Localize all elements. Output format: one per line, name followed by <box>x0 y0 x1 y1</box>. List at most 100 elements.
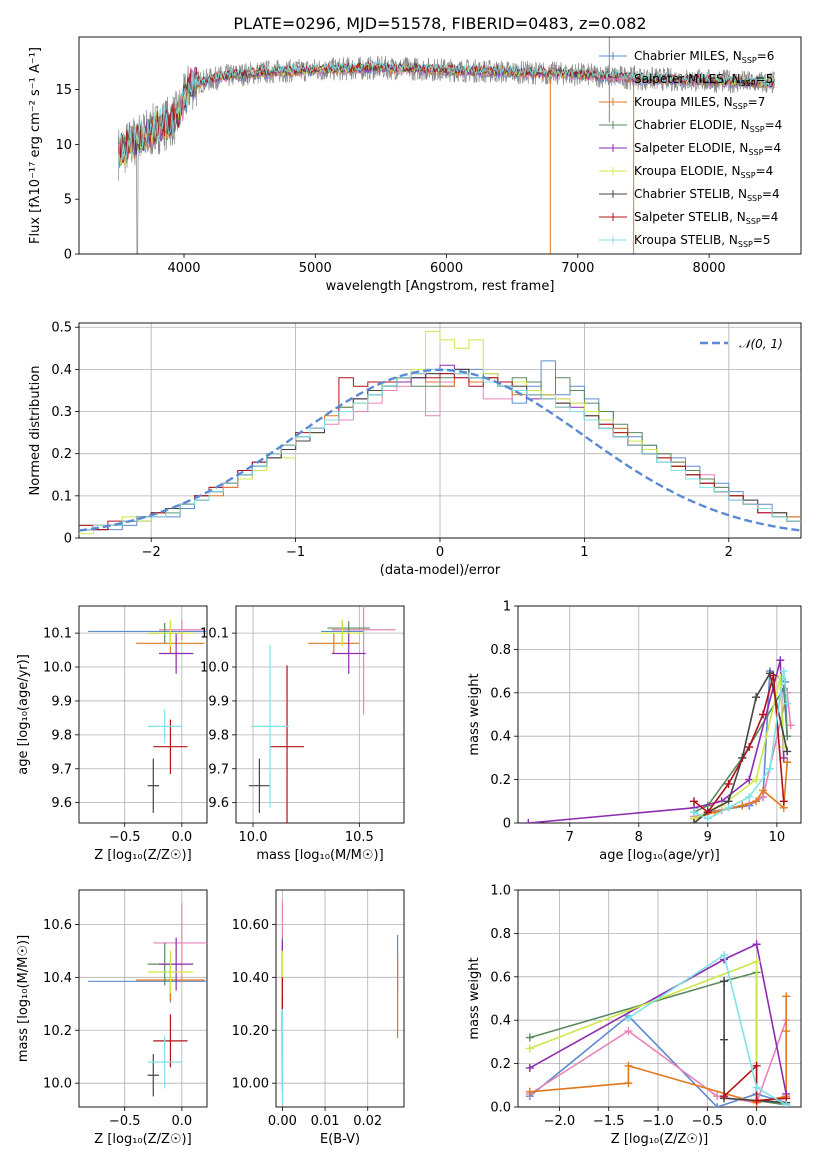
x-axis-label: E(B-V) <box>320 1132 360 1147</box>
x-tick-label: 5000 <box>299 261 332 276</box>
y-tick-label: 0.2 <box>490 1057 511 1072</box>
y-tick-label: 10.2 <box>43 1024 72 1039</box>
y-tick-label: 9.9 <box>208 694 229 709</box>
legend-sub: SSP <box>741 171 756 180</box>
y-axis-label: Normed distribution <box>28 366 43 496</box>
y-tick-label: 9.7 <box>51 762 72 777</box>
weight-marker <box>720 1092 729 1101</box>
weight-marker <box>745 743 754 752</box>
y-tick-label: 0.4 <box>51 363 72 378</box>
y-tick-label: 9.7 <box>208 762 229 777</box>
legend-suffix: =4 <box>765 118 783 132</box>
legend-suffix: =4 <box>756 164 774 178</box>
mass-weight-vs-age-panel: 7 8 9 10 0 0.2 0.4 0.6 0.8 1 age [log₁₀(age/yr)] ma… <box>467 600 802 863</box>
axes-frame <box>78 889 208 1108</box>
weight-marker <box>525 1087 534 1096</box>
weight-marker <box>779 667 788 676</box>
age-vs-mass-panel: 10.0 10.5 9.6 9.7 9.8 9.9 10.0 10.1 mass [log₁₀(… <box>200 605 405 863</box>
legend-name: Chabrier MILES, N <box>634 49 742 63</box>
weight-marker <box>720 1035 729 1044</box>
weight-line-chabrier-miles <box>529 1014 787 1107</box>
y-tick-label: 9.6 <box>51 796 72 811</box>
x-tick-label: 2 <box>725 545 733 560</box>
legend-label: 𝒩(0, 1) <box>739 337 783 351</box>
weight-marker <box>524 819 533 823</box>
legend-label: Salpeter MILES, NSSP=5 <box>634 72 773 88</box>
legend-suffix: =6 <box>757 49 775 63</box>
normal-distribution-curve <box>78 368 802 532</box>
x-tick-label: −2 <box>142 545 161 560</box>
weight-marker <box>782 992 791 1001</box>
weight-marker <box>624 1061 633 1070</box>
residuals-panel: −2 −1 0 1 2 0 0.1 0.2 0.3 0.4 0.5 (data-model)/erro… <box>28 321 802 578</box>
y-tick-label: 9.8 <box>51 728 72 743</box>
y-tick-label: 0.6 <box>490 970 511 985</box>
legend-label: Salpeter ELODIE, NSSP=4 <box>634 141 781 157</box>
weight-marker <box>745 792 754 801</box>
y-tick-label: 10.00 <box>232 1077 269 1092</box>
x-axis-label: (data-model)/error <box>380 563 501 578</box>
y-tick-label: 15 <box>55 83 72 98</box>
weight-marker <box>752 1096 761 1105</box>
legend-sub: SSP <box>747 194 762 203</box>
weight-marker <box>752 957 761 966</box>
weight-marker <box>783 699 792 708</box>
weight-marker <box>724 803 733 812</box>
x-tick-label: 4000 <box>167 261 200 276</box>
y-tick-label: 9.9 <box>51 694 72 709</box>
chart-title: PLATE=0296, MJD=51578, FIBERID=0483, z=0… <box>233 14 646 33</box>
y-tick-label: 0 <box>64 248 72 263</box>
x-tick-label: 10 <box>769 830 786 845</box>
x-tick-label: −0.5 <box>109 1114 141 1129</box>
weight-marker <box>779 753 788 762</box>
weight-line-salpeter-stelib <box>723 1063 787 1102</box>
weight-marker <box>782 1027 791 1036</box>
x-tick-label: −2.0 <box>544 1114 576 1129</box>
x-axis-label: Z [log₁₀(Z/Z☉)] <box>94 848 191 863</box>
legend-sub: SSP <box>746 217 761 226</box>
x-tick-label: 7000 <box>561 261 594 276</box>
y-axis-label: mass weight <box>467 957 482 1039</box>
y-tick-label: 10.1 <box>43 627 72 642</box>
weight-marker <box>759 710 768 719</box>
weight-marker <box>752 1061 761 1070</box>
errorbar-points <box>88 903 207 1097</box>
y-tick-label: 0.6 <box>490 686 511 701</box>
weight-marker <box>713 1092 722 1101</box>
legend-suffix: =5 <box>756 72 774 86</box>
legend-name: Kroupa ELODIE, N <box>634 164 741 178</box>
x-tick-label: −0.5 <box>109 830 141 845</box>
legend-suffix: =4 <box>762 187 780 201</box>
x-tick-label: 10.5 <box>345 830 374 845</box>
weight-marker <box>752 797 761 806</box>
legend-sub: SSP <box>741 79 756 88</box>
x-axis-label: Z [log₁₀(Z/Z☉)] <box>611 1132 708 1147</box>
weight-marker <box>624 1027 633 1036</box>
errorbar-points <box>88 619 207 813</box>
age-vs-Z-panel: −0.5 0.0 9.6 9.7 9.8 9.9 10.0 10.1 Z [log₁₀(Z/Z☉… <box>16 605 208 863</box>
y-tick-label: 10.0 <box>200 661 229 676</box>
y-tick-label: 1.0 <box>490 884 511 899</box>
spectrum-legend: Chabrier MILES, N SSP =6 Salpeter MILES, NS… <box>599 49 782 249</box>
y-tick-label: 0 <box>64 532 72 547</box>
x-tick-label: 0 <box>436 545 444 560</box>
legend-name: Kroupa STELIB, N <box>634 233 738 247</box>
x-tick-label: 1 <box>580 545 588 560</box>
weight-marker <box>624 1014 633 1023</box>
weight-marker <box>782 1100 791 1107</box>
x-tick-label: 0.0 <box>172 1114 193 1129</box>
weight-marker <box>720 977 729 986</box>
weight-marker <box>720 951 729 960</box>
spectrum-panel: 4000 5000 6000 7000 8000 0 5 10 15 wavelength [An… <box>28 14 802 294</box>
y-tick-label: 9.8 <box>208 728 229 743</box>
weight-marker <box>752 775 761 784</box>
weight-marker <box>738 801 747 810</box>
x-tick-label: −0.5 <box>692 1114 724 1129</box>
x-axis-label: wavelength [Angstrom, rest frame] <box>326 279 555 294</box>
weight-marker <box>690 808 699 817</box>
weight-lines <box>524 656 795 823</box>
y-axis-label: age [log₁₀(age/yr)] <box>16 654 31 775</box>
model-spectrum-line-salpeter-stelib <box>117 60 776 164</box>
legend-name: Chabrier STELIB, N <box>634 187 747 201</box>
y-tick-label: 10.20 <box>232 1024 269 1039</box>
